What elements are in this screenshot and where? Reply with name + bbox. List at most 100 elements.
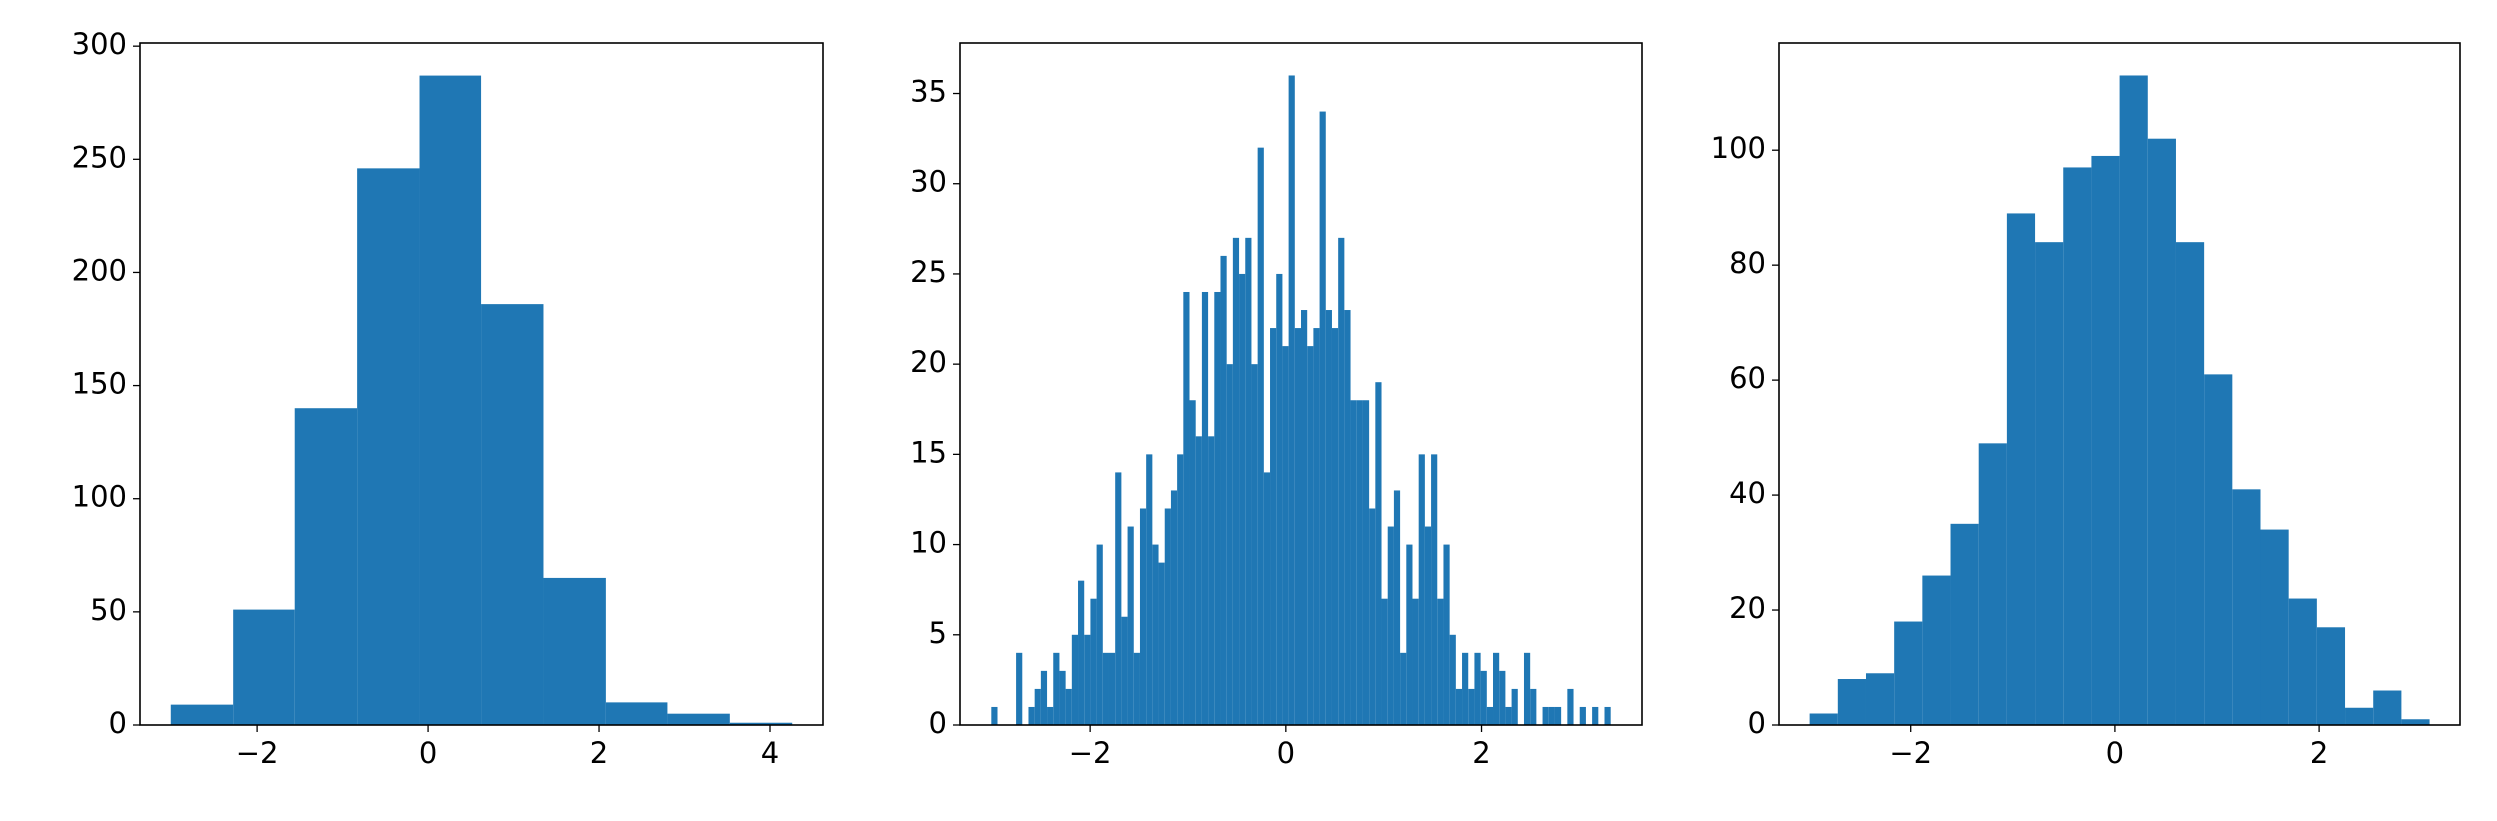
bar <box>1189 400 1196 725</box>
axes-frame <box>959 42 1643 726</box>
bar <box>1362 400 1370 725</box>
bar <box>1418 454 1425 725</box>
y-tick-label: 0 <box>929 706 947 740</box>
bar <box>1220 255 1227 725</box>
y-tick-label: 250 <box>72 140 127 174</box>
bar <box>1108 652 1116 725</box>
bar <box>1369 508 1376 725</box>
bar <box>2260 529 2289 725</box>
bar <box>1319 111 1326 725</box>
bar <box>1251 364 1258 725</box>
bar <box>1158 562 1165 725</box>
bar <box>2035 242 2064 725</box>
y-tick-label: 300 <box>72 27 127 61</box>
bar <box>1096 544 1103 725</box>
bar <box>1592 706 1599 725</box>
bar <box>2063 167 2092 726</box>
bar <box>1480 670 1487 725</box>
bar <box>1387 526 1394 725</box>
y-tick-label: 60 <box>1729 361 1766 395</box>
x-tick-label: 2 <box>2310 736 2328 770</box>
bar <box>605 702 668 725</box>
bar <box>1226 364 1233 725</box>
bar <box>667 713 730 725</box>
y-tick-label: 100 <box>72 480 127 514</box>
y-tick-label: 30 <box>910 165 947 199</box>
bar <box>2147 138 2176 726</box>
bar <box>1152 544 1159 725</box>
bar <box>1455 688 1463 725</box>
axes-frame <box>139 42 824 726</box>
bar <box>1263 472 1271 725</box>
bar <box>1047 706 1054 725</box>
y-tick-label: 200 <box>72 253 127 287</box>
x-tick-label: −2 <box>236 736 279 770</box>
bar <box>1040 670 1048 725</box>
bar <box>1865 673 1895 725</box>
y-tick-label: 0 <box>109 706 127 740</box>
y-tick-label: 20 <box>910 345 947 379</box>
bar <box>1443 544 1450 725</box>
bar <box>1133 652 1140 725</box>
bar <box>1493 652 1500 725</box>
bar <box>1307 346 1314 725</box>
bar <box>1201 291 1209 725</box>
y-tick-label: 25 <box>910 255 947 289</box>
x-tick-label: 2 <box>1472 736 1490 770</box>
bar <box>1214 291 1221 725</box>
bar <box>1071 634 1079 725</box>
bar <box>2232 489 2261 725</box>
bar <box>1542 706 1549 725</box>
bar <box>1282 346 1289 725</box>
bar <box>1437 598 1444 725</box>
bar <box>1313 328 1320 725</box>
bar <box>1579 706 1586 725</box>
bar <box>1331 328 1339 725</box>
bar <box>2373 690 2402 725</box>
bar <box>1294 328 1301 725</box>
bar <box>1499 670 1506 725</box>
x-tick-label: −2 <box>1069 736 1112 770</box>
bar <box>543 577 606 725</box>
bar <box>1462 652 1469 725</box>
bar <box>1474 652 1481 725</box>
bar <box>1325 310 1332 725</box>
bar <box>1232 237 1240 725</box>
bar <box>1950 523 1979 725</box>
bar <box>991 706 998 725</box>
axes-frame <box>1778 42 2461 726</box>
bar <box>1375 382 1382 725</box>
bar <box>1381 598 1388 725</box>
bar <box>1016 652 1023 725</box>
bar <box>1356 400 1363 725</box>
bar <box>1301 310 1308 725</box>
bar <box>1028 706 1035 725</box>
bar <box>1139 508 1147 725</box>
bar <box>1170 490 1178 725</box>
bar <box>1239 273 1246 725</box>
x-tick-label: 0 <box>1277 736 1295 770</box>
bar <box>1121 616 1128 725</box>
bar <box>1146 454 1153 725</box>
bar <box>1486 706 1494 725</box>
bar <box>2345 707 2374 725</box>
bar <box>2288 598 2317 725</box>
bar <box>1208 436 1215 725</box>
bar <box>1424 526 1432 725</box>
bar <box>1350 400 1357 725</box>
bar <box>1065 688 1072 725</box>
bar <box>2401 719 2430 725</box>
x-tick-label: 0 <box>419 736 437 770</box>
x-tick-label: −2 <box>1889 736 1932 770</box>
bar <box>170 704 234 725</box>
bar <box>1245 237 1252 725</box>
y-tick-label: 10 <box>910 526 947 560</box>
bar <box>1195 436 1202 725</box>
bar <box>419 75 482 726</box>
bar <box>294 408 358 725</box>
bar <box>357 168 420 725</box>
x-tick-label: 4 <box>761 736 779 770</box>
bar <box>2119 75 2148 725</box>
bar <box>1084 634 1091 725</box>
